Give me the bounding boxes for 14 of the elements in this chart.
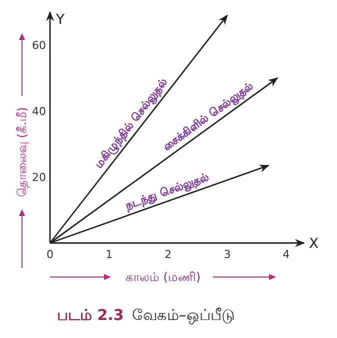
y-tick-label: 60: [32, 39, 46, 52]
text: படம் 2.3: [57, 306, 124, 324]
y-tick-label: 40: [32, 105, 46, 118]
text: வேகம்–ஒப்பீடு: [132, 306, 234, 324]
y-tick-label: 20: [32, 171, 46, 184]
x-tick-label: 3: [224, 248, 231, 261]
annotation: Y: [55, 12, 65, 28]
y-axis-title: தொலைவு (கீ.மீ): [15, 107, 29, 197]
x-tick-label: 1: [106, 248, 113, 261]
x-axis-title: காலம் (மணி): [125, 270, 201, 284]
x-tick-label: 0: [46, 248, 54, 261]
text: X: [309, 236, 319, 252]
x-tick-label: 2: [164, 248, 172, 261]
x-tick-label: 4: [282, 248, 290, 261]
